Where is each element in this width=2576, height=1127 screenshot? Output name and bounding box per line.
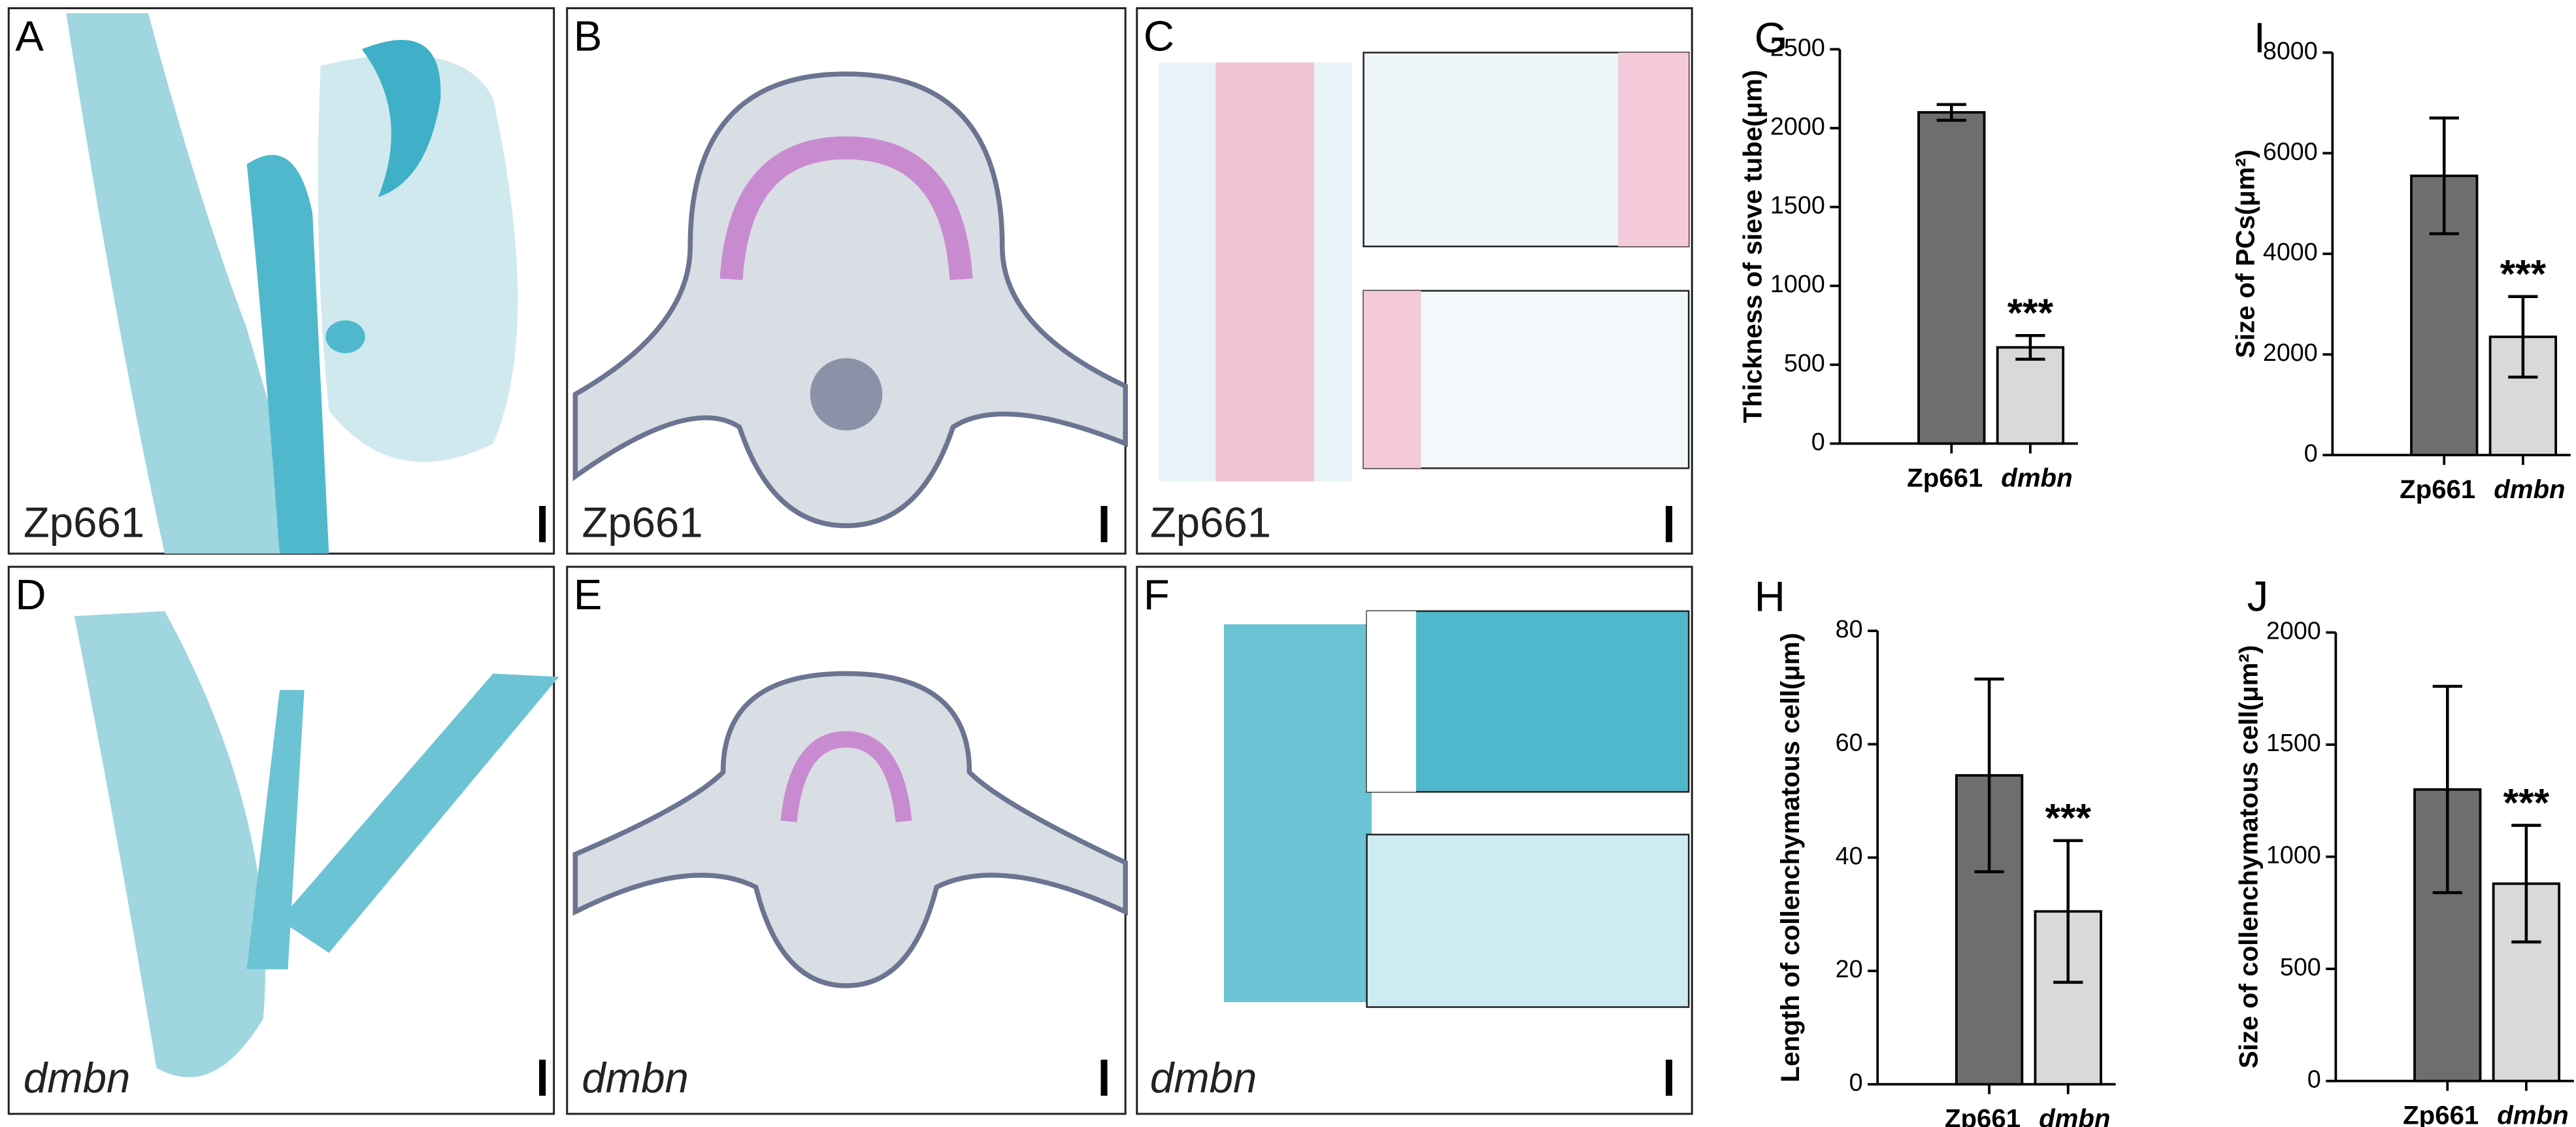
genotype: dmbn: [1150, 1054, 1257, 1102]
panel-label: E: [574, 571, 603, 618]
panel-d: [7, 565, 559, 1115]
y-tick-label: 0: [1849, 1069, 1863, 1096]
panel-label: F: [1144, 571, 1170, 618]
annotation: ***: [2500, 251, 2547, 295]
annotation: ***: [2007, 290, 2054, 335]
panel-e: [566, 565, 1128, 1115]
panel-label: J: [2247, 573, 2269, 620]
genotype: dmbn: [24, 1054, 130, 1102]
y-tick-label: 2000: [1770, 112, 1825, 140]
y-tick-label: 80: [1836, 615, 1863, 643]
y-tick-label: 1000: [1770, 270, 1825, 297]
genotype: Zp661: [1150, 498, 1271, 546]
error-bar: [2429, 116, 2459, 235]
y-tick-label: 0: [1811, 428, 1825, 455]
genotype: Zp661: [24, 498, 144, 546]
error-bar: [2508, 295, 2538, 379]
panel-a: [7, 7, 555, 555]
y-tick-label: 2500: [1770, 33, 1825, 61]
panel-label: D: [15, 571, 46, 618]
annotation: ***: [2045, 796, 2092, 840]
panel-f: [1136, 565, 1693, 1115]
y-tick-label: 40: [1836, 842, 1863, 869]
y-tick-label: 0: [2304, 439, 2318, 467]
y-tick-label: 500: [1784, 349, 1825, 377]
panel-label: B: [574, 12, 603, 60]
bar: [1917, 111, 1986, 445]
error-bar: [2053, 839, 2083, 984]
x-tick-label: dmbn: [2497, 1101, 2568, 1127]
panel-c: [1136, 7, 1693, 555]
x-tick-label: Zp661: [1907, 463, 1983, 492]
panel-label: I: [2254, 14, 2266, 61]
y-tick-label: 60: [1836, 728, 1863, 756]
y-tick-label: 500: [2280, 953, 2321, 981]
x-tick-label: Zp661: [2400, 475, 2475, 504]
annotation: ***: [2503, 780, 2550, 824]
y-axis-label: Length of collenchymatous cell(μm): [1775, 633, 1805, 1083]
error-bar: [2432, 684, 2462, 894]
bar: [1996, 346, 2065, 445]
panel-label: G: [1755, 14, 1788, 61]
x-tick-label: Zp661: [1945, 1104, 2021, 1127]
error-bar: [2015, 334, 2045, 361]
x-tick-label: Zp661: [2403, 1101, 2479, 1127]
genotype: dmbn: [582, 1054, 688, 1102]
y-tick-label: 1500: [1770, 192, 1825, 219]
y-tick-label: 1500: [2266, 729, 2321, 756]
panel-label: H: [1755, 573, 1785, 620]
y-tick-label: 4000: [2263, 238, 2318, 265]
y-axis-label: Size of PCs(μm²): [2230, 150, 2260, 358]
panel-label: A: [15, 12, 44, 60]
y-tick-label: 2000: [2266, 617, 2321, 645]
error-bar: [1936, 103, 1966, 122]
panel-label: C: [1144, 12, 1174, 60]
y-tick-label: 0: [2307, 1066, 2321, 1093]
y-tick-label: 6000: [2263, 137, 2318, 165]
y-tick-label: 1000: [2266, 841, 2321, 869]
y-axis-label: Size of collenchymatous cell(μm²): [2234, 645, 2263, 1069]
error-bar: [2511, 824, 2541, 944]
y-axis-label: Thickness of sieve tube(μm): [1738, 70, 1767, 423]
y-tick-label: 20: [1836, 955, 1863, 983]
x-tick-label: dmbn: [2039, 1104, 2110, 1127]
genotype: Zp661: [582, 498, 702, 546]
scale-bars: [539, 506, 1673, 1096]
error-bar: [1974, 677, 2004, 873]
panel-b: [566, 7, 1128, 555]
y-tick-label: 8000: [2263, 37, 2318, 64]
x-tick-label: dmbn: [2001, 463, 2072, 492]
x-tick-label: dmbn: [2494, 475, 2565, 504]
y-tick-label: 2000: [2263, 339, 2318, 366]
